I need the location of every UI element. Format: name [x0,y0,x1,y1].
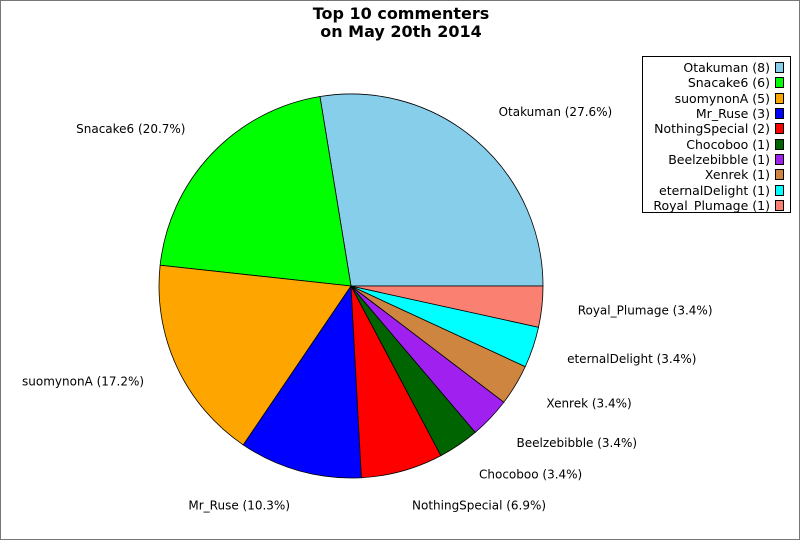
legend-swatch [775,153,784,165]
legend-swatch [775,92,784,104]
legend-item-snacake6: Snacake6 (6) [643,75,790,90]
pie-slice-otakuman [319,93,544,287]
legend-label: eternalDelight (1) [659,182,770,198]
chart-title: Top 10 commenters on May 20th 2014 [1,4,799,41]
legend-label: Otakuman (8) [683,60,770,76]
legend-item-royal-plumage: Royal_Plumage (1) [643,198,790,213]
slice-label-chocoboo: Chocoboo (3.4%) [479,468,582,482]
slice-label-eternaldelight: eternalDelight (3.4%) [567,352,696,366]
legend-label: Mr_Ruse (3) [695,106,770,122]
legend-swatch [775,123,784,135]
slice-label-beelzebibble: Beelzebibble (3.4%) [517,436,638,450]
slice-label-nothingspecial: NothingSpecial (6.9%) [412,499,546,513]
pie-slice-snacake6 [159,96,352,287]
legend-label: suomynonA (5) [674,90,770,106]
slice-label-royal-plumage: Royal_Plumage (3.4%) [578,304,713,318]
pie-slice-mr-ruse [242,284,362,479]
legend-item-suomynona: suomynonA (5) [643,91,790,106]
legend-item-eternaldelight: eternalDelight (1) [643,182,790,198]
slice-label-mr-ruse: Mr_Ruse (10.3%) [188,499,290,513]
legend: Otakuman (8) Snacake6 (6) suomynonA (5) Mr_… [642,56,791,213]
slice-label-xenrek: Xenrek (3.4%) [546,397,631,411]
legend-swatch [775,62,784,74]
legend-label: Royal_Plumage (1) [653,197,770,213]
legend-item-chocoboo: Chocoboo (1) [643,136,790,152]
legend-item-nothingspecial: NothingSpecial (2) [643,121,790,136]
legend-label: NothingSpecial (2) [654,121,770,137]
pie-slice-royal-plumage [350,285,544,328]
legend-item-mr-ruse: Mr_Ruse (3) [643,106,790,121]
legend-swatch [775,169,784,181]
legend-swatch [775,108,784,120]
slice-label-otakuman: Otakuman (27.6%) [499,105,613,119]
legend-label: Beelzebibble (1) [668,151,770,167]
legend-item-otakuman: Otakuman (8) [643,60,790,75]
legend-swatch [775,199,784,211]
slice-label-suomynona: suomynonA (17.2%) [22,375,144,389]
legend-label: Snacake6 (6) [687,75,770,91]
pie-slice-suomynona [158,264,352,446]
slice-label-snacake6: Snacake6 (20.7%) [76,122,185,136]
legend-swatch [775,77,784,89]
legend-label: Chocoboo (1) [686,136,770,152]
legend-swatch [775,184,784,196]
chart-title-line-1: Top 10 commenters [312,4,490,23]
chart-title-line-2: on May 20th 2014 [320,22,482,41]
legend-swatch [775,138,784,150]
legend-item-xenrek: Xenrek (1) [643,167,790,182]
legend-item-beelzebibble: Beelzebibble (1) [643,152,790,167]
legend-label: Xenrek (1) [704,167,770,183]
